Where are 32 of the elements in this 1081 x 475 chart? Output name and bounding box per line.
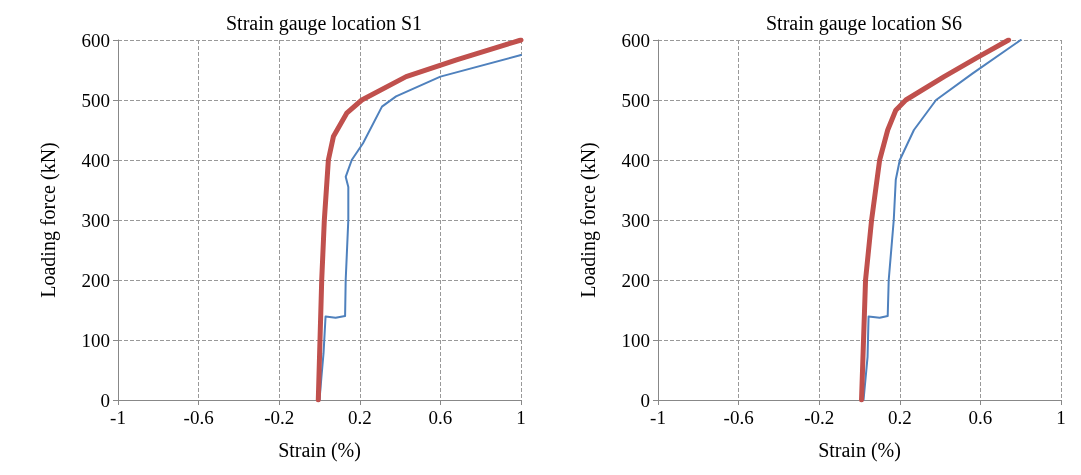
x-tick-label: 0.2 <box>887 407 912 428</box>
x-tick-label: -1 <box>650 407 666 428</box>
x-tick-label: 0.6 <box>428 407 453 428</box>
y-tick-label: 600 <box>621 29 650 51</box>
chart-title: Strain gauge location S6 <box>765 12 963 35</box>
y-tick-label: 200 <box>621 269 650 291</box>
y-axis-title: Loading force (kN) <box>37 142 60 298</box>
y-tick-label: 200 <box>81 269 110 291</box>
x-tick-label: -0.2 <box>264 407 295 428</box>
y-axis-title: Loading force (kN) <box>577 142 600 298</box>
x-tick-label: 1 <box>516 407 526 428</box>
y-tick-label: 300 <box>621 209 650 231</box>
x-tick-label: -0.2 <box>804 407 835 428</box>
x-tick-label: -0.6 <box>723 407 754 428</box>
y-tick-label: 400 <box>81 149 110 171</box>
x-axis-title: Strain (%) <box>818 439 901 462</box>
y-tick-label: 0 <box>640 389 650 411</box>
chart-title: Strain gauge location S1 <box>225 12 423 35</box>
x-tick-label: 0.6 <box>968 407 993 428</box>
x-axis-title: Strain (%) <box>278 439 361 462</box>
x-tick-label: 0.2 <box>347 407 372 428</box>
x-tick-label: -1 <box>110 407 126 428</box>
x-tick-label: -0.6 <box>183 407 214 428</box>
y-tick-label: 500 <box>621 89 650 111</box>
y-tick-label: 600 <box>81 29 110 51</box>
y-tick-label: 100 <box>81 329 110 351</box>
y-tick-label: 300 <box>81 209 110 231</box>
y-tick-label: 400 <box>621 149 650 171</box>
y-tick-label: 100 <box>621 329 650 351</box>
x-tick-label: 1 <box>1056 407 1066 428</box>
y-tick-label: 0 <box>100 389 110 411</box>
y-tick-label: 500 <box>81 89 110 111</box>
